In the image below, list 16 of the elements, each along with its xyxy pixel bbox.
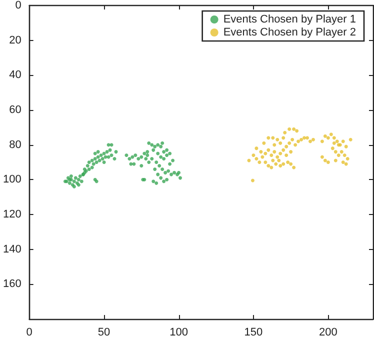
y-tick-label: 100 (2, 174, 22, 186)
x-tick-label: 50 (98, 326, 110, 338)
y-tick-label: 120 (2, 208, 22, 220)
y-tick-label: 140 (2, 243, 22, 256)
y-tick-label: 160 (2, 278, 22, 290)
y-tick-label: 60 (9, 104, 22, 116)
x-tick-label: 0 (26, 326, 32, 338)
legend-label: Events Chosen by Player 1 (223, 14, 356, 26)
x-tick-label: 200 (318, 326, 338, 338)
y-tick-label: 0 (15, 0, 22, 12)
x-tick-label: 150 (244, 326, 263, 338)
x-tick-label: 100 (170, 326, 188, 338)
y-tick-label: 20 (9, 34, 22, 46)
y-tick-label: 40 (9, 69, 22, 82)
legend-label: Events Chosen by Player 2 (223, 26, 356, 38)
y-tick-label: 80 (9, 138, 22, 151)
